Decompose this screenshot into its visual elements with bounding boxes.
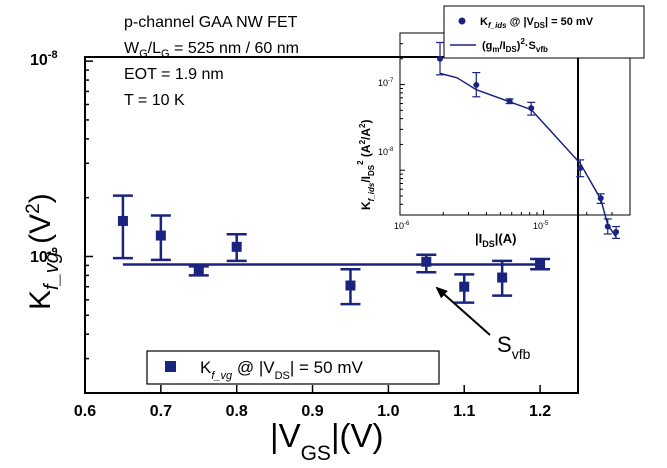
inset-legend-label: (gm/IDS)2·Svfb (482, 37, 548, 54)
main-y-ticks (85, 60, 93, 394)
inset-plot-frame (399, 32, 631, 216)
inset-data-point (604, 223, 611, 230)
inset-data-point (528, 105, 535, 112)
main-x-tick-label: 1.0 (377, 403, 399, 420)
annotation-eot: EOT = 1.9 nm (124, 66, 224, 83)
inset-legend-label: Kf_ids @ |VDS| = 50 mV (480, 16, 594, 30)
inset-x-tick-label: 10-6 (394, 221, 410, 231)
data-point (345, 280, 356, 291)
inset-data-point (577, 165, 584, 172)
svfb-label: Svfb (497, 332, 531, 362)
svfb-arrow (435, 286, 491, 336)
inset-x-ticks (399, 210, 631, 215)
main-plot: 0.6 0.7 0.8 0.9 1.0 1.1 1.2 10-8 10-9 |VGS|(V)… (23, 14, 579, 465)
inset-data-point (597, 195, 604, 202)
inset-y-axis-title: Kf_ids/IDS2 (A2/A2) (356, 120, 376, 211)
annotation-geometry: WG/LG = 525 nm / 60 nm (124, 40, 299, 60)
data-point (535, 259, 546, 270)
main-legend: Kf_vg @ |VDS| = 50 mV (146, 350, 440, 385)
inset-y-tick-label: 10-7 (378, 78, 394, 88)
main-plot-frame (84, 56, 579, 394)
inset-x-tick-label: 10-5 (533, 221, 549, 231)
inset-legend: Kf_ids @ |VDS| = 50 mV (gm/IDS)2·Svfb (443, 5, 645, 59)
main-x-tick-label: 0.7 (150, 403, 172, 420)
inset-legend-marker (458, 17, 466, 25)
main-legend-label: Kf_vg @ |VDS| = 50 mV (200, 358, 363, 382)
main-x-tick-label: 0.9 (301, 403, 323, 420)
inset-y-ticks (400, 32, 405, 216)
inset-data-point (473, 81, 480, 88)
annotation-device: p-channel GAA NW FET (124, 14, 298, 31)
inset-series (436, 41, 621, 239)
inset-plot: 10-6 10-5 10-7 10-8 |IDS|(A) Kf_ids/IDS2… (356, 5, 645, 249)
data-point (497, 272, 508, 283)
model-line (439, 72, 617, 238)
main-legend-marker (165, 361, 176, 372)
inset-legend-box (443, 5, 645, 59)
data-point (155, 230, 166, 241)
annotation-temperature: T = 10 K (124, 92, 185, 109)
inset-data-point (437, 55, 444, 62)
data-point (117, 215, 128, 226)
main-series (112, 194, 551, 306)
main-x-tick-label: 1.2 (529, 403, 551, 420)
data-point (231, 241, 242, 252)
main-x-tick-label: 0.6 (74, 403, 96, 420)
inset-data-point (613, 228, 620, 235)
inset-y-tick-label: 10-8 (378, 147, 394, 157)
main-x-axis-title: |VGS|(V) (270, 417, 384, 465)
data-point (459, 281, 470, 292)
main-y-tick-label: 10-9 (30, 246, 58, 266)
data-point (421, 256, 432, 267)
main-y-tick-label: 10-8 (30, 49, 58, 69)
main-legend-box (146, 350, 440, 385)
inset-data-point (506, 98, 513, 105)
main-x-tick-label: 1.1 (453, 403, 475, 420)
main-y-axis-title: Kf_vg (V2) (23, 193, 63, 310)
inset-x-axis-title: |IDS|(A) (475, 231, 516, 249)
main-x-ticks: 0.6 0.7 0.8 0.9 1.0 1.1 1.2 (74, 385, 551, 420)
main-x-tick-label: 0.8 (226, 403, 248, 420)
data-point (193, 265, 204, 276)
